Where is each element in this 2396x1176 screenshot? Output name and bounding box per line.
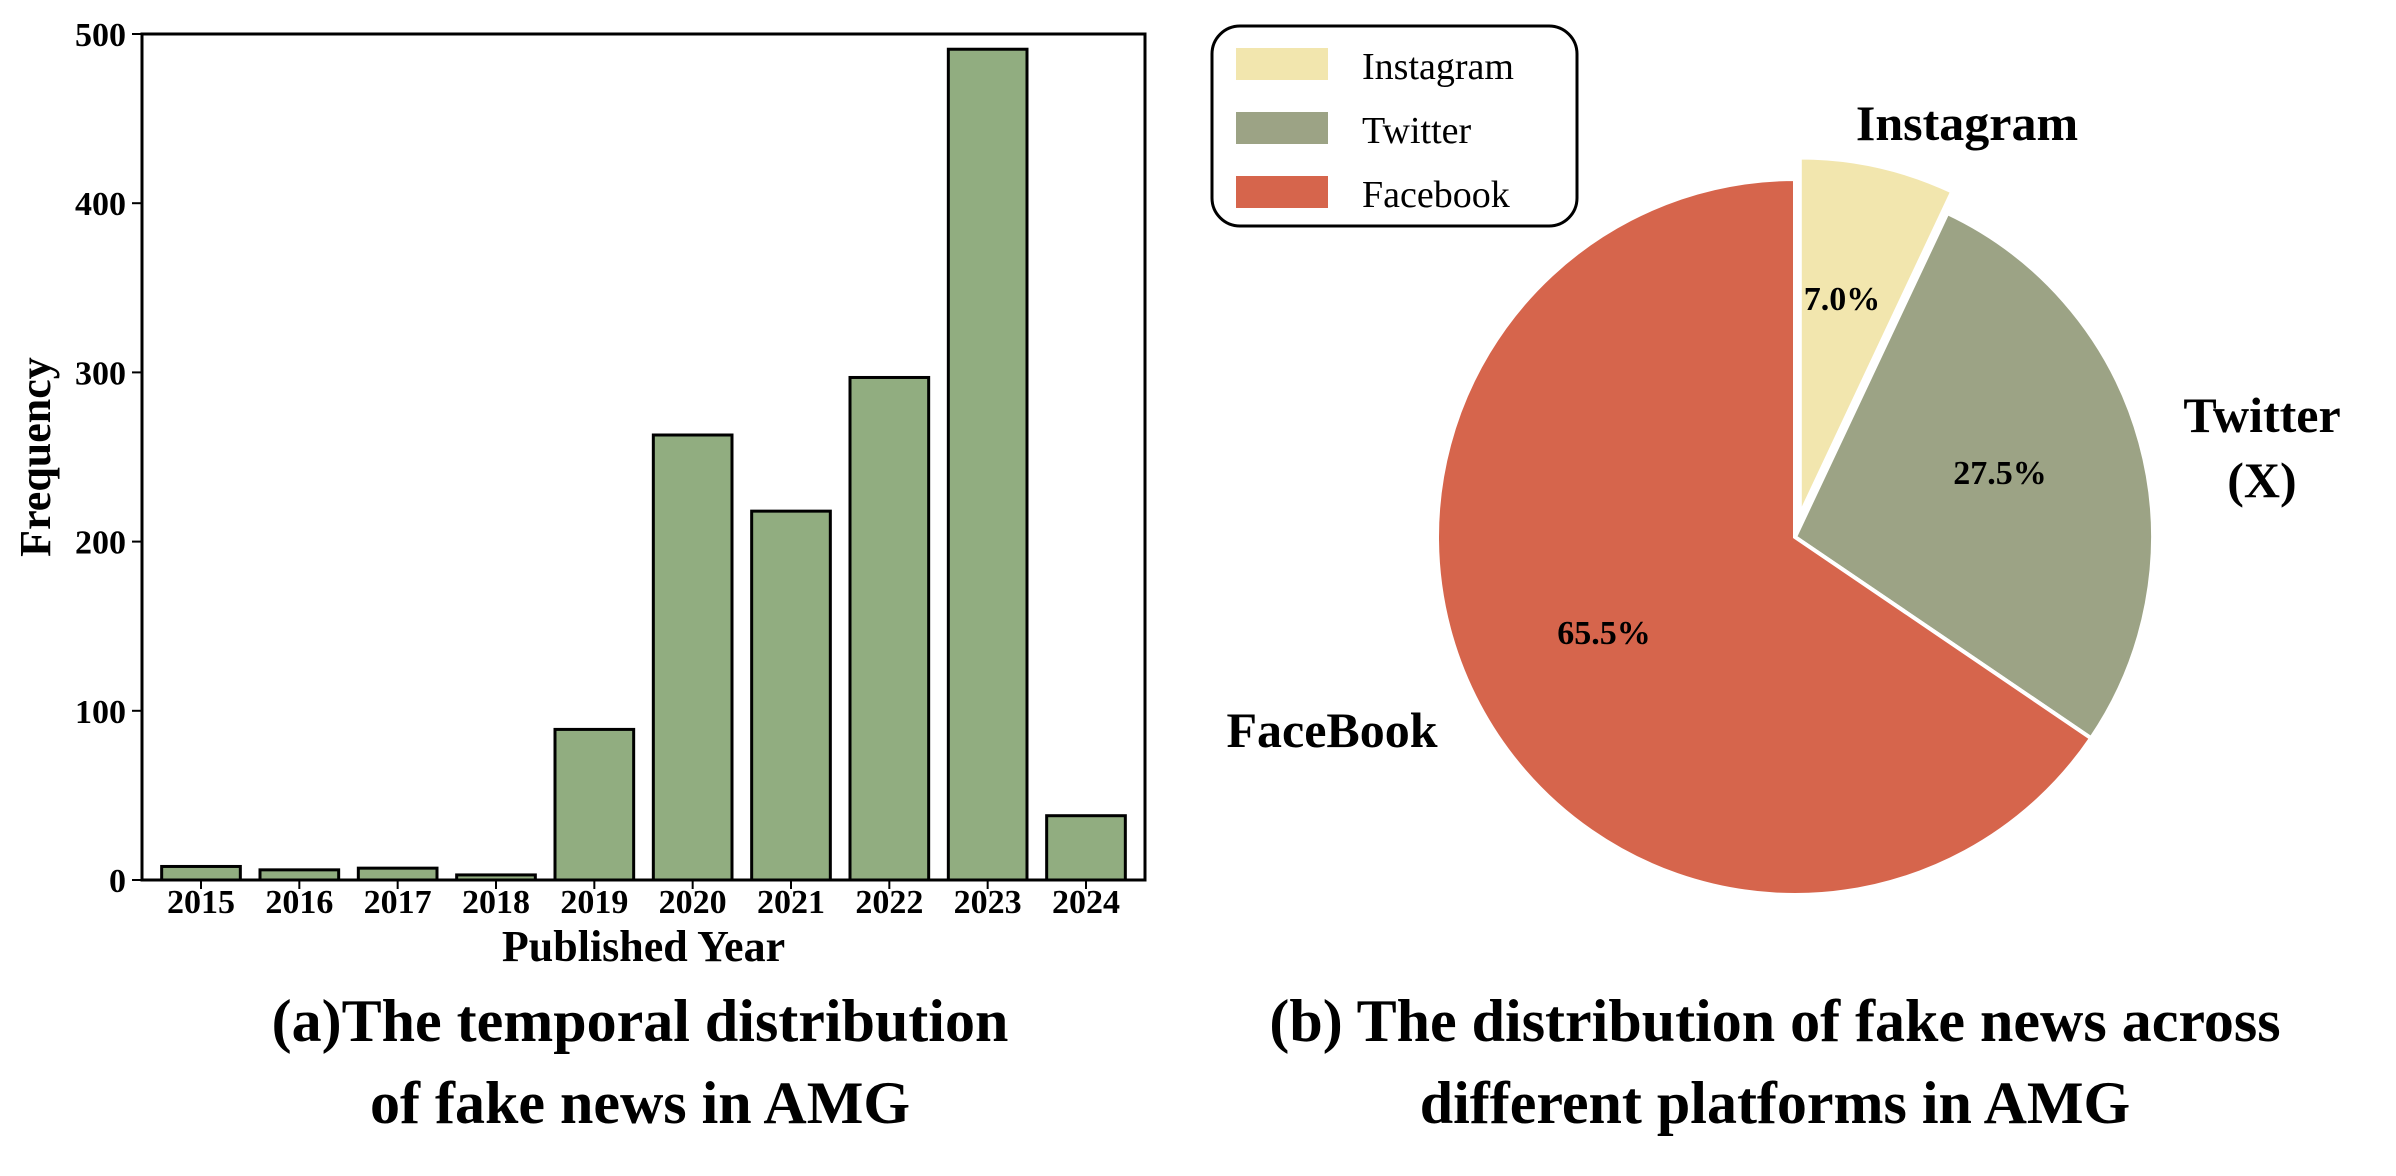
pct-label-twitter: 27.5% <box>1953 455 2047 492</box>
pie-slice-twitter <box>1792 210 2155 742</box>
x-axis-title: Published Year <box>502 922 785 971</box>
x-tick-label-2021: 2021 <box>757 884 825 921</box>
x-tick-label-2023: 2023 <box>954 884 1022 921</box>
caption-b-line-2: different platforms in AMG <box>1419 1070 2131 1136</box>
caption-a-line-1: (a)The temporal distribution <box>271 988 1009 1054</box>
x-tick-label-2017: 2017 <box>364 884 432 921</box>
bar-chart: 2015 2016 2017 2018 2019 2020 2021 2022 2023 2024… <box>11 17 1147 971</box>
x-tick-label-2016: 2016 <box>265 884 333 921</box>
caption-a-line-2: of fake news in AMG <box>370 1070 910 1136</box>
y-tick-label-300: 300 <box>75 355 126 392</box>
outer-label-twitter-line-1: Twitter <box>2183 387 2340 443</box>
y-axis-title: Frequency <box>11 357 60 557</box>
plot-frame <box>140 32 1147 882</box>
bar-2023 <box>946 47 1029 882</box>
legend: Instagram Twitter Facebook <box>1210 24 1579 228</box>
y-tick-label-0: 0 <box>109 863 126 900</box>
caption-a: (a)The temporal distribution of fake new… <box>120 980 1160 1144</box>
x-tick-label-2020: 2020 <box>659 884 727 921</box>
x-tick-label-2019: 2019 <box>560 884 628 921</box>
pie-slice-instagram <box>1797 155 1955 517</box>
legend-label-facebook: Facebook <box>1362 174 1510 216</box>
bar-2024 <box>1045 814 1127 882</box>
pie-slice-facebook <box>1435 176 2094 897</box>
bar-2022 <box>848 375 931 882</box>
y-tick-label-100: 100 <box>75 694 126 731</box>
bar-2016 <box>258 868 341 882</box>
bar-2020 <box>651 433 734 882</box>
x-tick-label-2015: 2015 <box>167 884 235 921</box>
y-tick-label-400: 400 <box>75 186 126 223</box>
pie-chart: 7.0% Instagram 27.5% Twitter (X) 65.5% FaceBoo… <box>1210 24 2341 897</box>
legend-label-twitter: Twitter <box>1362 110 1472 152</box>
bar-2017 <box>356 866 439 882</box>
y-tick-label-500: 500 <box>75 17 126 54</box>
caption-b: (b) The distribution of fake news across… <box>1160 980 2390 1144</box>
legend-swatch-twitter <box>1236 112 1328 144</box>
bar-2019 <box>553 727 636 882</box>
x-tick-label-2024: 2024 <box>1052 884 1120 921</box>
pct-label-instagram: 7.0% <box>1804 281 1881 318</box>
y-tick-label-200: 200 <box>75 525 126 562</box>
legend-swatch-facebook <box>1236 176 1328 208</box>
outer-label-instagram-line-1: Instagram <box>1856 95 2078 151</box>
caption-b-line-1: (b) The distribution of fake news across <box>1269 988 2281 1054</box>
outer-label-twitter-line-2: (X) <box>2227 452 2296 508</box>
x-tick-label-2018: 2018 <box>462 884 530 921</box>
x-tick-label-2022: 2022 <box>855 884 923 921</box>
legend-swatch-instagram <box>1236 48 1328 80</box>
outer-label-facebook-line-1: FaceBook <box>1226 702 1437 758</box>
pct-label-facebook: 65.5% <box>1557 615 1651 652</box>
legend-label-instagram: Instagram <box>1362 46 1514 88</box>
bar-2021 <box>750 509 832 882</box>
bar-2015 <box>160 864 242 882</box>
